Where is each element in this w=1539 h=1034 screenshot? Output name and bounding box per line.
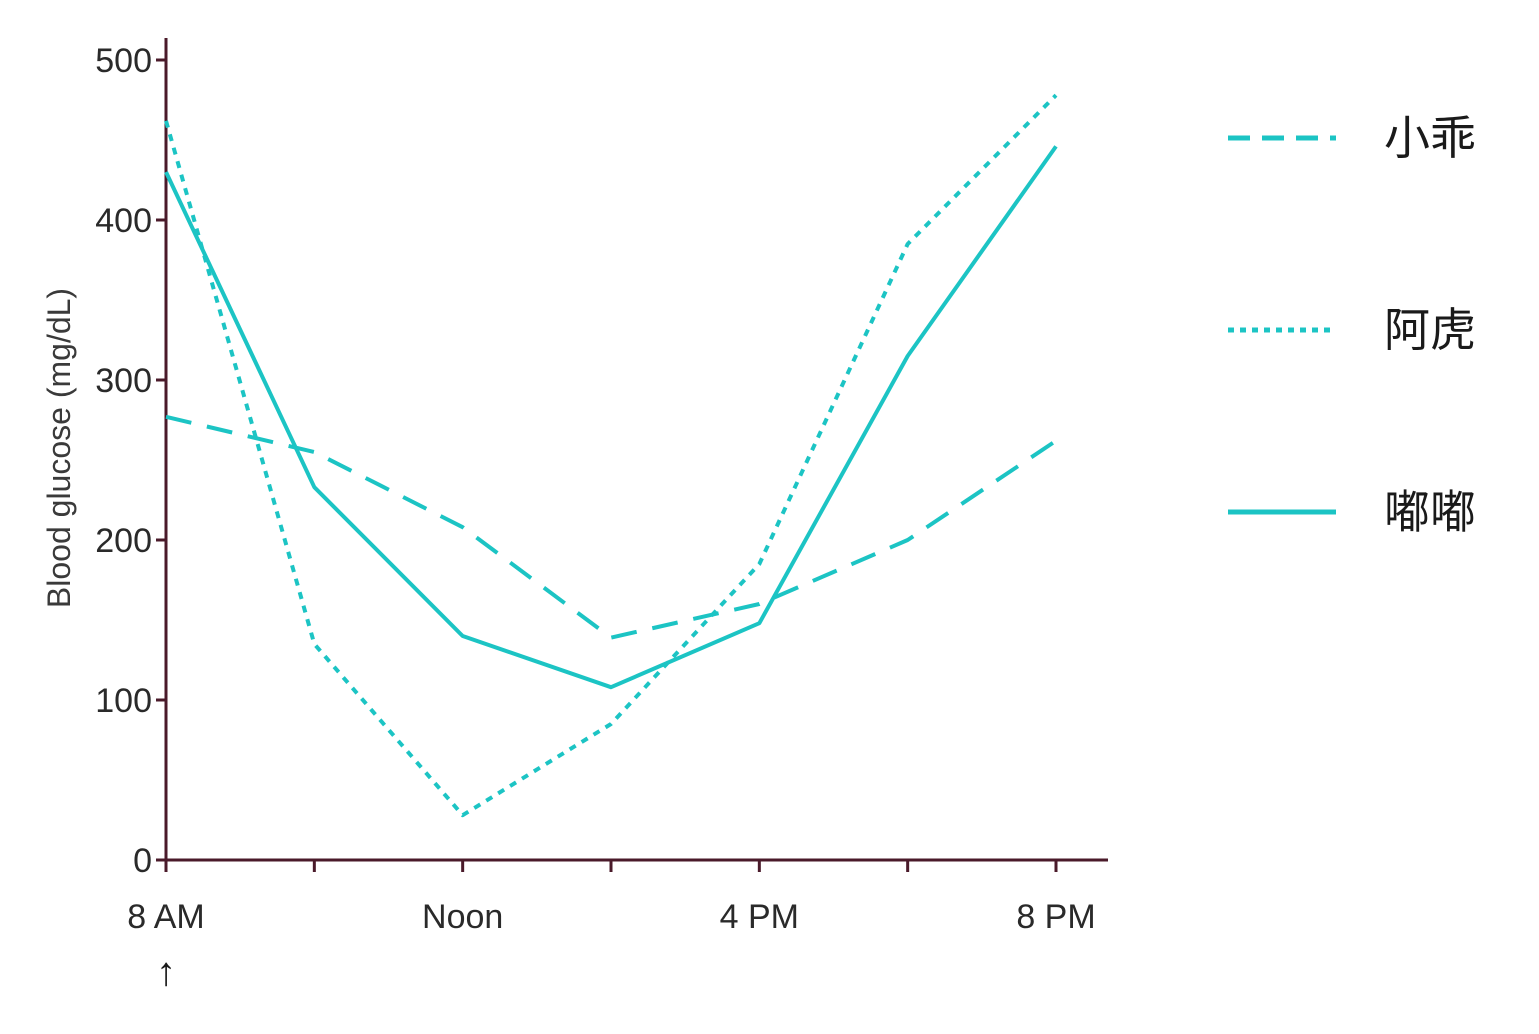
x-tick-label: Noon (422, 898, 503, 936)
y-tick-label: 0 (133, 842, 152, 880)
legend-label: 嘟嘟 (1384, 485, 1476, 539)
series-line-dotted (164, 93, 1058, 818)
legend-label: 阿虎 (1384, 303, 1476, 357)
y-tick-label: 200 (95, 522, 152, 560)
series-line-dashed (165, 414, 1058, 640)
y-axis-title: Blood glucose (mg/dL) (41, 288, 77, 608)
x-tick-label: 4 PM (720, 898, 799, 936)
start-arrow-icon: ↑ (156, 950, 176, 994)
y-axis-ticks: 0 100 200 300 400 500 (95, 42, 166, 880)
y-tick-label: 300 (95, 362, 152, 400)
data-series (164, 93, 1058, 818)
legend-label: 小乖 (1384, 111, 1476, 165)
y-tick-label: 500 (95, 42, 152, 80)
x-tick-label: 8 AM (127, 898, 204, 936)
series-line-solid (164, 145, 1058, 690)
y-tick-label: 100 (95, 682, 152, 720)
y-tick-label: 400 (95, 202, 152, 240)
x-axis-ticks: 8 AM Noon 4 PM 8 PM ↑ (127, 860, 1096, 994)
x-tick-label: 8 PM (1016, 898, 1095, 936)
